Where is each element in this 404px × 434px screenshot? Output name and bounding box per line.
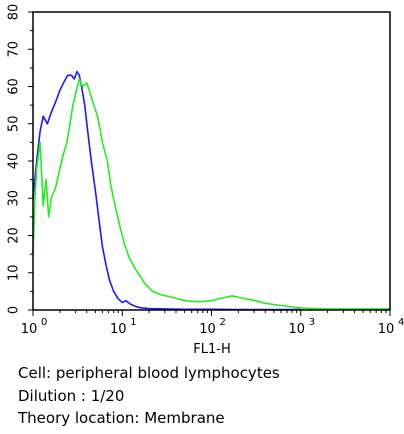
- y-tick-label: 0: [7, 306, 22, 314]
- x-tick-exponent: 4: [398, 317, 404, 328]
- histogram-series-1: [32, 70, 301, 311]
- y-axis: 0 10 20 30 40 50 60 70 80: [7, 4, 33, 314]
- y-tick-label: 20: [7, 227, 22, 244]
- x-tick-label: 10: [110, 322, 127, 337]
- histogram-series-2: [32, 78, 390, 310]
- x-axis: 10 0 10 1 10 2 10 3 10 4: [21, 310, 404, 337]
- x-tick-exponent: 1: [130, 317, 136, 328]
- y-tick-label: 30: [7, 190, 22, 207]
- x-tick-label: 10: [378, 322, 395, 337]
- y-tick-label: 70: [7, 41, 22, 58]
- y-tick-label: 50: [7, 115, 22, 132]
- x-tick-exponent: 3: [309, 317, 315, 328]
- x-tick-label: 10: [21, 322, 38, 337]
- y-tick-label: 80: [7, 4, 22, 21]
- x-tick-exponent: 2: [220, 317, 226, 328]
- y-tick-label: 10: [7, 264, 22, 281]
- x-tick-exponent: 0: [41, 317, 47, 328]
- x-tick-label: 10: [199, 322, 216, 337]
- x-axis-label: FL1-H: [193, 342, 230, 357]
- y-tick-label: 60: [7, 78, 22, 95]
- x-tick-label: 10: [288, 322, 305, 337]
- caption-theory-location: Theory location: Membrane: [18, 409, 225, 427]
- y-tick-label: 40: [7, 153, 22, 170]
- plot-frame: [32, 11, 391, 311]
- caption-cell: Cell: peripheral blood lymphocytes: [18, 364, 280, 382]
- series-layer: [32, 70, 390, 311]
- caption-dilution: Dilution : 1/20: [18, 387, 125, 405]
